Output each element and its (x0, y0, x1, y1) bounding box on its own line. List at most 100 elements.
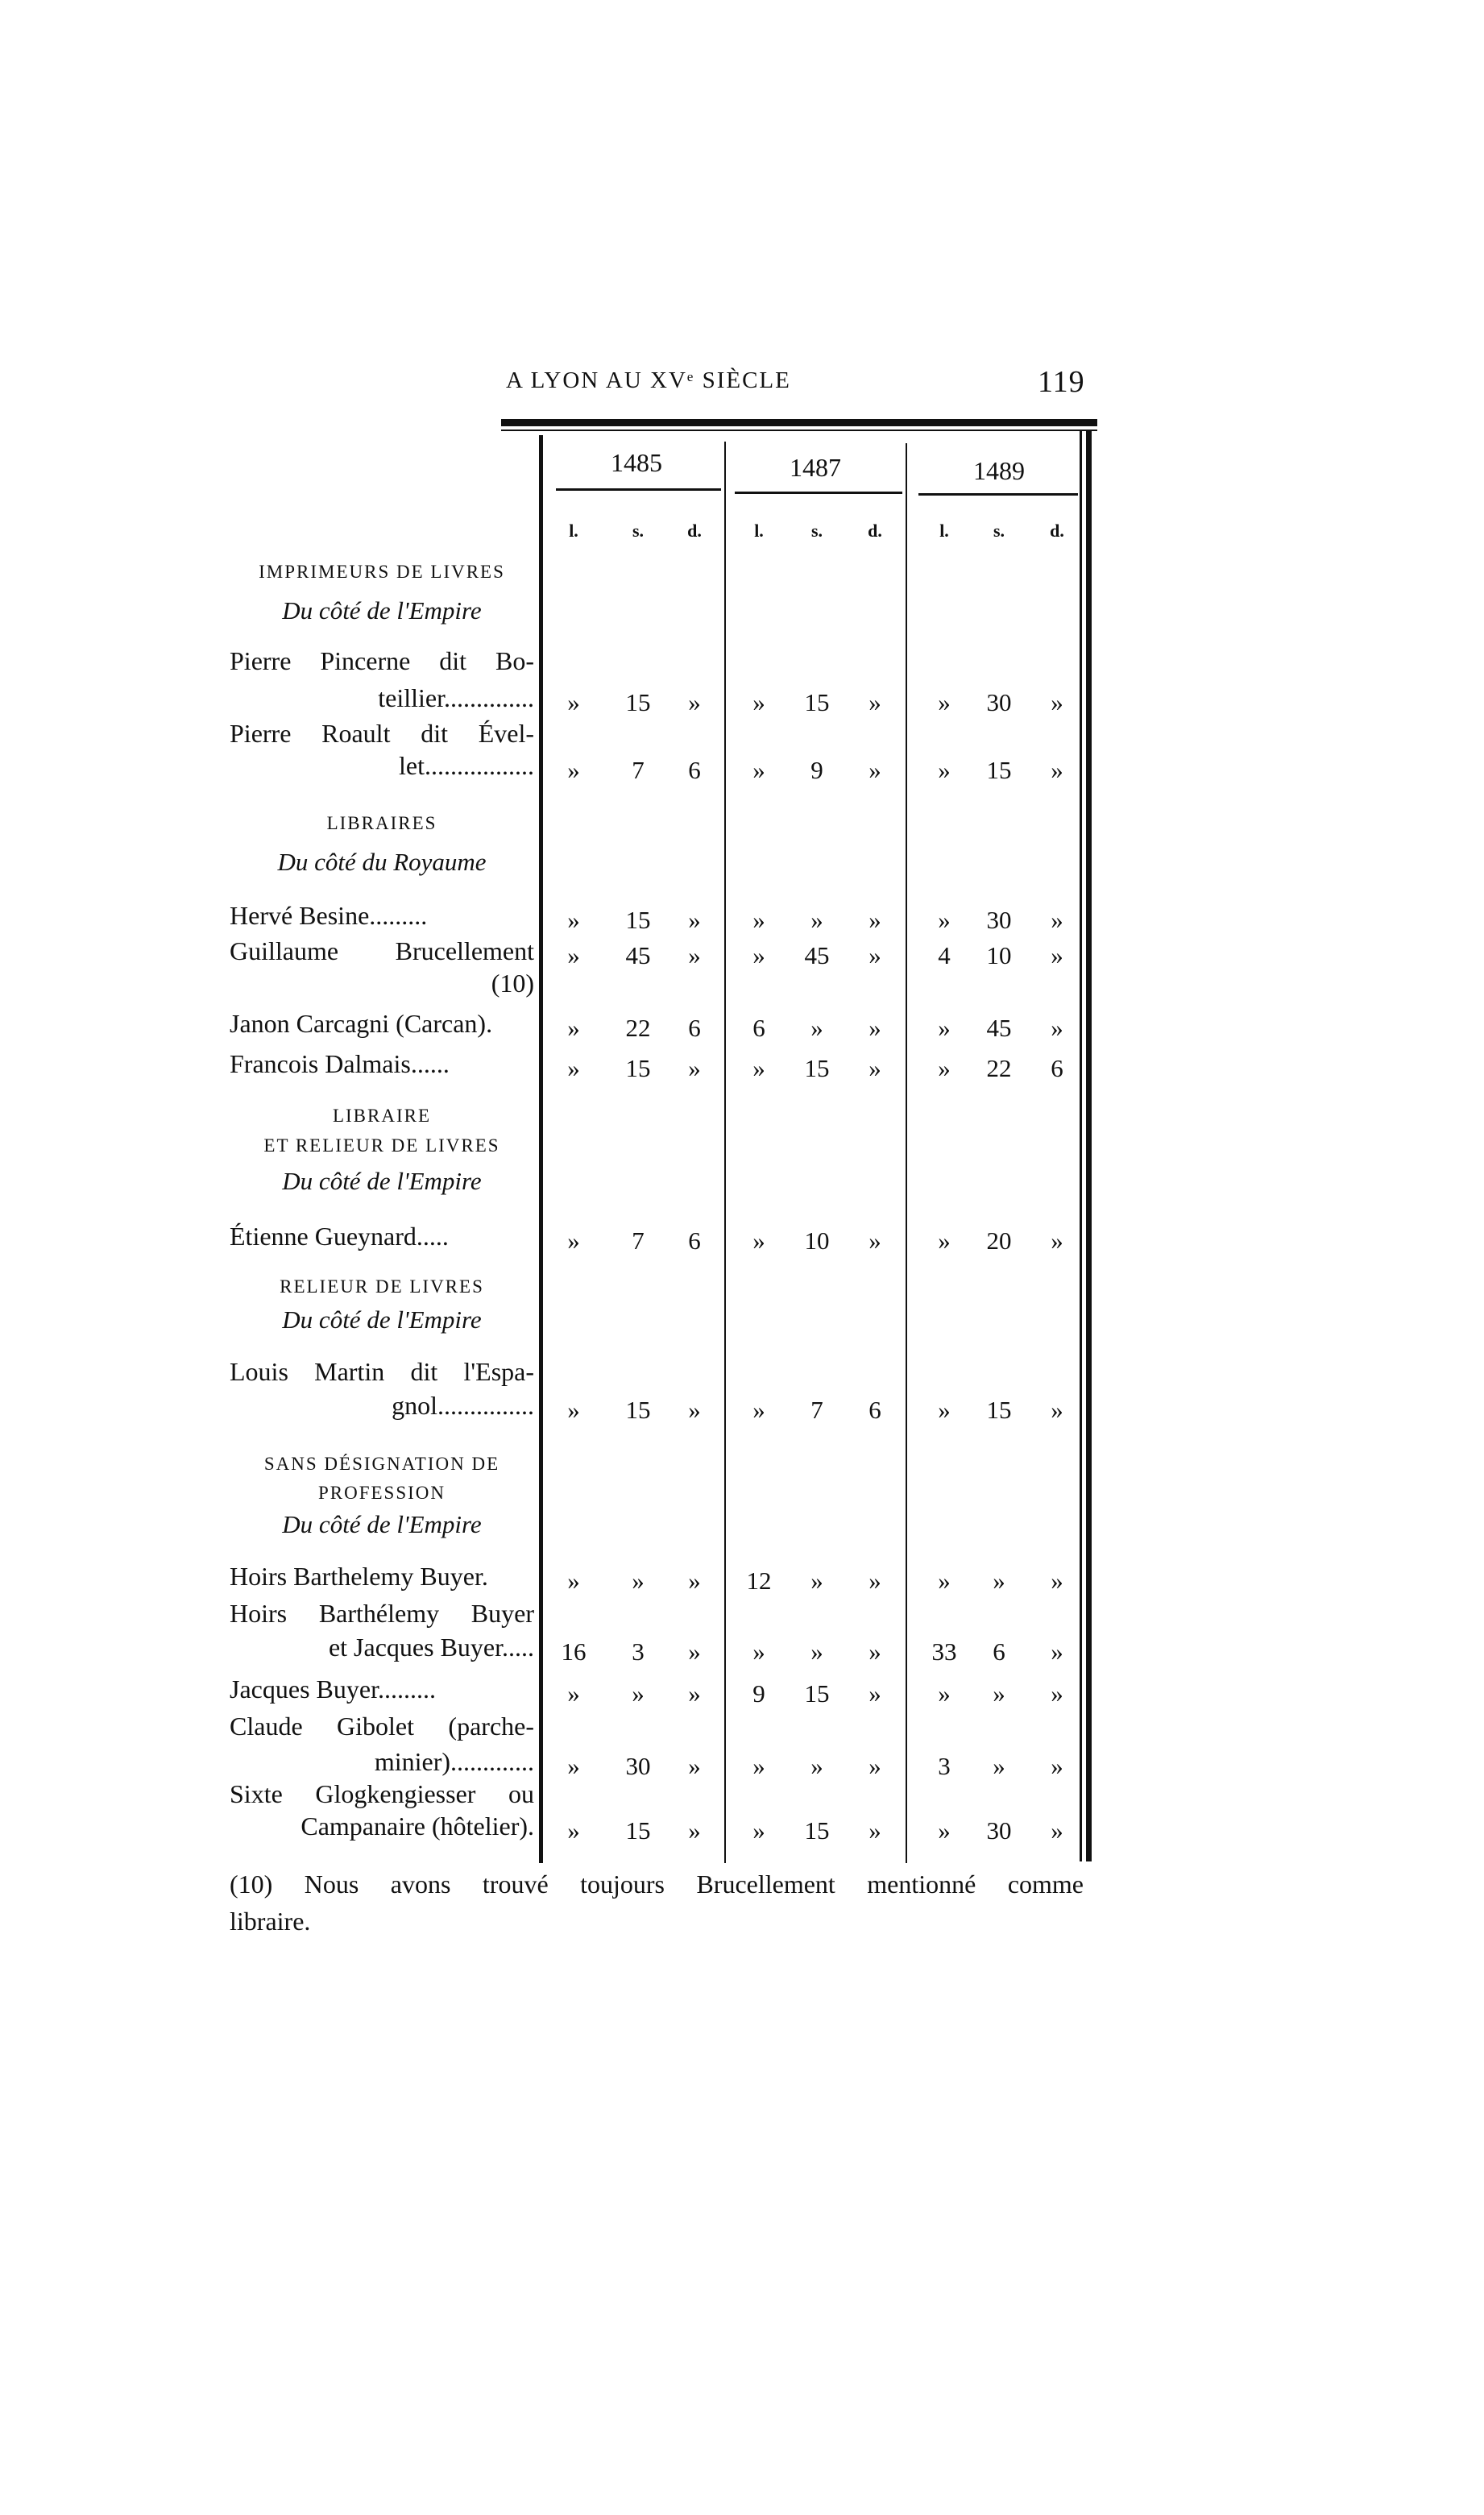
table-cell: » (868, 756, 881, 784)
table-cell: 6 (1051, 1054, 1063, 1082)
table-cell: » (938, 1679, 951, 1708)
table-cell: » (688, 688, 701, 716)
unit-header: s. (632, 521, 645, 541)
table-cell: 22 (986, 1054, 1012, 1082)
table-cell: 33 (931, 1637, 957, 1666)
table-cell: » (810, 1567, 823, 1595)
table-cell: » (688, 906, 701, 934)
table-cell: » (752, 688, 765, 716)
section-subheading: Du côté de l'Empire (282, 596, 482, 625)
table-cell: » (752, 1816, 765, 1845)
table-cell: 12 (746, 1567, 772, 1595)
table-right-border-thick (1086, 431, 1092, 1861)
table-cell: 6 (868, 1396, 881, 1424)
table-cell: » (868, 1637, 881, 1666)
table-cell: 30 (986, 906, 1012, 934)
table-cell: » (1051, 1752, 1063, 1780)
unit-header: l. (939, 521, 949, 541)
table-cell: » (868, 1567, 881, 1595)
section-heading: LIBRAIRE (332, 1106, 432, 1126)
year-header: 1487 (790, 453, 841, 482)
table-cell: 30 (625, 1752, 651, 1780)
table-cell: » (938, 1567, 951, 1595)
row-label: Sixte Glogkengiesser ou (230, 1779, 534, 1808)
table-cell: 15 (804, 688, 830, 716)
table-cell: » (752, 1226, 765, 1255)
row-label: (10) (491, 969, 534, 998)
table-cell: 22 (625, 1014, 651, 1042)
table-top-rule-thick (501, 419, 1097, 426)
table-cell: » (993, 1567, 1005, 1595)
table-cell: » (752, 1637, 765, 1666)
table-cell: » (632, 1567, 645, 1595)
table-cell: » (868, 941, 881, 969)
running-title: A LYON AU XVᵉ SIÈCLE (506, 367, 791, 393)
table-cell: 15 (804, 1816, 830, 1845)
table-cell: 3 (938, 1752, 951, 1780)
table-cell: 6 (752, 1014, 765, 1042)
table-cell: 15 (625, 688, 651, 716)
table-cell: » (752, 941, 765, 969)
table-cell: » (688, 1567, 701, 1595)
section-heading: SANS DÉSIGNATION DE (263, 1454, 500, 1474)
row-label: Hoirs Barthelemy Buyer. (230, 1562, 488, 1591)
table-cell: » (688, 1679, 701, 1708)
table-cell: 7 (632, 1226, 645, 1255)
table-cell: » (688, 1054, 701, 1082)
table-cell: » (938, 1396, 951, 1424)
table-cell: » (688, 941, 701, 969)
row-label: let................. (399, 751, 534, 780)
table-cell: 15 (986, 1396, 1012, 1424)
row-label: Jacques Buyer......... (230, 1675, 436, 1704)
table-cell: » (567, 1226, 580, 1255)
row-label: minier)............. (374, 1747, 534, 1776)
table-cell: » (632, 1679, 645, 1708)
table-cell: 10 (986, 941, 1012, 969)
row-label: Francois Dalmais...... (230, 1049, 450, 1078)
table-cell: 7 (632, 756, 645, 784)
table-cell: » (868, 688, 881, 716)
section-heading: PROFESSION (317, 1483, 446, 1503)
unit-header: d. (868, 521, 882, 541)
column-divider (906, 443, 907, 1863)
unit-header: l. (569, 521, 578, 541)
table-cell: 45 (986, 1014, 1012, 1042)
table-cell: 30 (986, 688, 1012, 716)
footnote-line: (10) Nous avons trouvé toujours Brucelle… (230, 1870, 1084, 1899)
row-label: teillier.............. (378, 683, 534, 712)
table-cell: » (567, 906, 580, 934)
table-cell: » (810, 1637, 823, 1666)
table-cell: » (688, 1752, 701, 1780)
table-cell: 15 (625, 1396, 651, 1424)
table-cell: » (868, 1752, 881, 1780)
table-cell: 45 (625, 941, 651, 969)
footnote-line: libraire. (230, 1907, 311, 1936)
table-cell: » (1051, 1396, 1063, 1424)
row-label: Étienne Gueynard..... (230, 1222, 449, 1251)
table-cell: 6 (993, 1637, 1005, 1666)
table-cell: » (567, 1567, 580, 1595)
table-cell: 15 (625, 906, 651, 934)
table-cell: 3 (632, 1637, 645, 1666)
table-cell: 4 (938, 941, 951, 969)
table-cell: 6 (688, 756, 701, 784)
table-cell: » (868, 1816, 881, 1845)
table-cell: » (567, 688, 580, 716)
table-cell: 7 (810, 1396, 823, 1424)
table-cell: » (567, 1396, 580, 1424)
table-cell: » (938, 1054, 951, 1082)
table-cell: » (868, 1679, 881, 1708)
table-cell: » (868, 1054, 881, 1082)
table-right-border (1080, 431, 1082, 1861)
table-cell: » (938, 688, 951, 716)
year-underline (735, 492, 902, 494)
table-cell: 9 (752, 1679, 765, 1708)
year-header: 1485 (611, 448, 662, 477)
table-cell: » (938, 1816, 951, 1845)
table-cell: 9 (810, 756, 823, 784)
table-cell: » (567, 756, 580, 784)
table-cell: » (1051, 756, 1063, 784)
table-cell: » (688, 1637, 701, 1666)
row-label: Janon Carcagni (Carcan). (230, 1009, 493, 1038)
table-cell: » (1051, 688, 1063, 716)
